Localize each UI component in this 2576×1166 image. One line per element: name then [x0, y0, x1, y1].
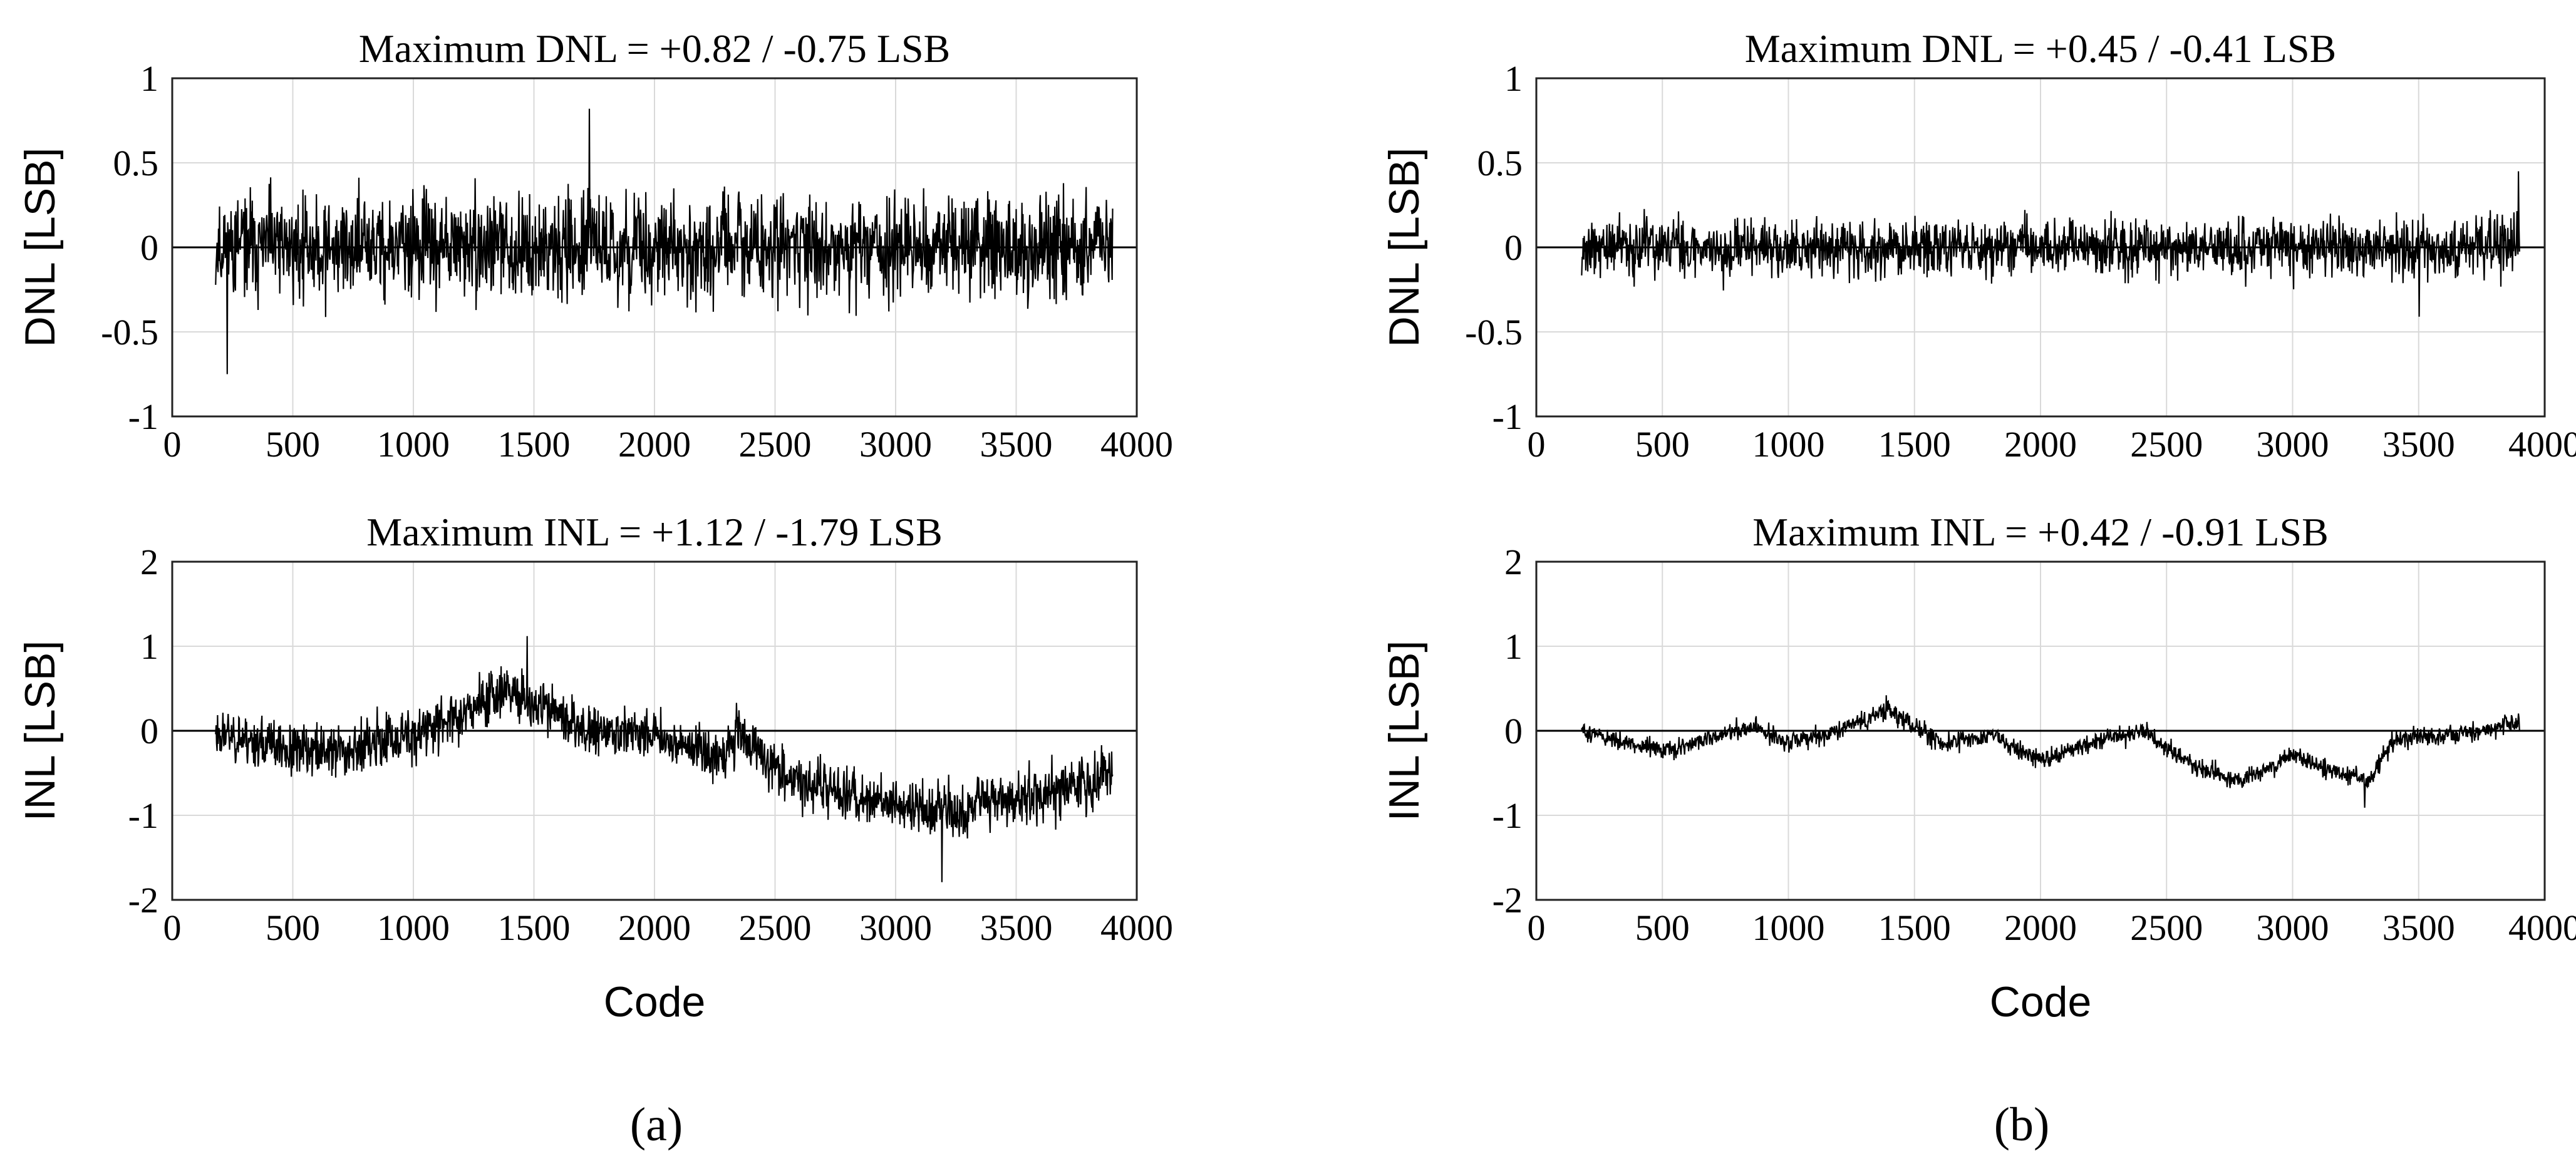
y-tick-label: 1 — [140, 626, 158, 667]
x-tick-label: 2500 — [2130, 907, 2203, 948]
y-tick-label: 2 — [140, 542, 158, 582]
y-tick-label: 1 — [1504, 626, 1523, 667]
y-tick-label: -1 — [128, 396, 158, 437]
x-tick-label: 2500 — [739, 907, 812, 948]
x-tick-label: 500 — [266, 907, 320, 948]
y-axis-label: INL [LSB] — [16, 641, 64, 822]
y-tick-label: 0 — [140, 227, 158, 268]
chart-title: Maximum DNL = +0.82 / -0.75 LSB — [359, 26, 950, 71]
x-tick-label: 2500 — [2130, 424, 2203, 465]
y-tick-label: 0.5 — [1477, 143, 1523, 183]
x-tick-label: 2000 — [618, 907, 691, 948]
x-tick-label: 3000 — [2257, 907, 2329, 948]
x-tick-label: 1000 — [1752, 907, 1825, 948]
y-axis-label: INL [LSB] — [1380, 641, 1428, 822]
y-axis-label: DNL [LSB] — [1380, 148, 1428, 348]
y-tick-label: 0 — [140, 711, 158, 751]
x-tick-label: 1000 — [377, 424, 450, 465]
y-tick-label: -0.5 — [101, 312, 158, 353]
data-series-line — [1581, 695, 2520, 808]
x-tick-label: 2000 — [2004, 907, 2077, 948]
x-tick-label: 1500 — [1878, 424, 1951, 465]
x-tick-label: 0 — [1528, 424, 1546, 465]
y-tick-label: -1 — [1492, 795, 1523, 836]
x-tick-label: 500 — [1635, 907, 1690, 948]
x-tick-label: 0 — [163, 907, 182, 948]
x-tick-label: 3500 — [980, 424, 1053, 465]
x-tick-label: 3500 — [2382, 907, 2455, 948]
x-tick-label: 500 — [1635, 424, 1690, 465]
caption-b: (b) — [1994, 1098, 2050, 1151]
x-tick-label: 1500 — [498, 907, 571, 948]
x-axis-label: Code — [1990, 978, 2092, 1026]
x-tick-label: 3000 — [2257, 424, 2329, 465]
plot-frame — [1535, 560, 2546, 901]
y-tick-label: 1 — [1504, 58, 1523, 99]
data-series-line — [215, 108, 1114, 374]
x-tick-label: 1500 — [1878, 907, 1951, 948]
x-tick-label: 0 — [163, 424, 182, 465]
x-tick-label: 2000 — [618, 424, 691, 465]
y-tick-label: 2 — [1504, 542, 1523, 582]
x-tick-label: 4000 — [2508, 424, 2576, 465]
x-tick-label: 3000 — [859, 907, 932, 948]
y-tick-label: -2 — [128, 880, 158, 921]
y-tick-label: -1 — [1492, 396, 1523, 437]
plot-frame — [171, 560, 1138, 901]
x-tick-label: 4000 — [1100, 424, 1173, 465]
data-series-line — [215, 636, 1114, 882]
x-tick-label: 2000 — [2004, 424, 2077, 465]
x-tick-label: 1500 — [498, 424, 571, 465]
x-axis-label: Code — [604, 978, 706, 1026]
x-tick-label: 1000 — [377, 907, 450, 948]
panel-b-inl-chart: 0 500 1000 1500 2000 2500 3000 3500 4000 -2 -1 0 1 2 M… — [1380, 510, 2576, 1026]
y-axis-label: DNL [LSB] — [16, 148, 64, 348]
panel-b-dnl-chart: 0 500 1000 1500 2000 2500 3000 3500 4000 -1 -0.5 0 0… — [1380, 26, 2576, 465]
x-tick-label: 2500 — [739, 424, 812, 465]
x-tick-label: 4000 — [2508, 907, 2576, 948]
y-tick-label: 1 — [140, 58, 158, 99]
x-tick-label: 3500 — [980, 907, 1053, 948]
panel-a-dnl-chart: 0 500 1000 1500 2000 2500 3000 3500 4000 -1 -0.5 0 0… — [16, 26, 1173, 465]
y-tick-label: -1 — [128, 795, 158, 836]
plot-frame — [171, 77, 1138, 418]
y-tick-label: 0 — [1504, 227, 1523, 268]
x-tick-label: 500 — [266, 424, 320, 465]
chart-title: Maximum INL = +0.42 / -0.91 LSB — [1752, 510, 2329, 554]
y-tick-label: 0 — [1504, 711, 1523, 751]
x-tick-label: 0 — [1528, 907, 1546, 948]
y-tick-label: -0.5 — [1465, 312, 1523, 353]
x-tick-label: 3000 — [859, 424, 932, 465]
caption-a: (a) — [630, 1098, 683, 1151]
chart-title: Maximum INL = +1.12 / -1.79 LSB — [366, 510, 943, 554]
x-tick-label: 3500 — [2382, 424, 2455, 465]
x-tick-label: 1000 — [1752, 424, 1825, 465]
x-tick-label: 4000 — [1100, 907, 1173, 948]
panel-a-inl-chart: 0 500 1000 1500 2000 2500 3000 3500 4000 -2 -1 0 1 2 M… — [16, 510, 1173, 1026]
chart-title: Maximum DNL = +0.45 / -0.41 LSB — [1745, 26, 2336, 71]
plot-frame — [1535, 77, 2546, 418]
y-tick-label: -2 — [1492, 880, 1523, 921]
data-series-line — [1581, 171, 2520, 317]
y-tick-label: 0.5 — [113, 143, 159, 183]
